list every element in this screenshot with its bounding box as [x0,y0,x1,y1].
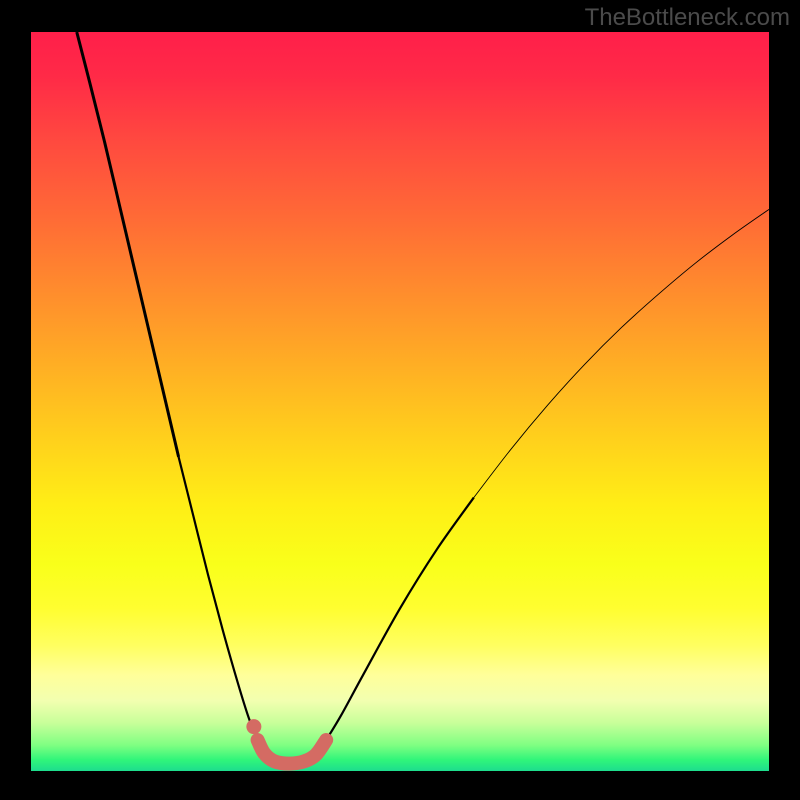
plot-area [31,32,769,771]
trough-curve [258,740,327,764]
right-curve-lower [326,498,474,740]
right-curve-upper [474,209,769,497]
left-curve-lower [179,457,258,740]
watermark-text: TheBottleneck.com [585,4,790,32]
curves-layer [31,32,769,771]
trough-dot [246,719,261,734]
left-curve-upper [77,32,179,457]
stage: TheBottleneck.com [0,0,800,800]
